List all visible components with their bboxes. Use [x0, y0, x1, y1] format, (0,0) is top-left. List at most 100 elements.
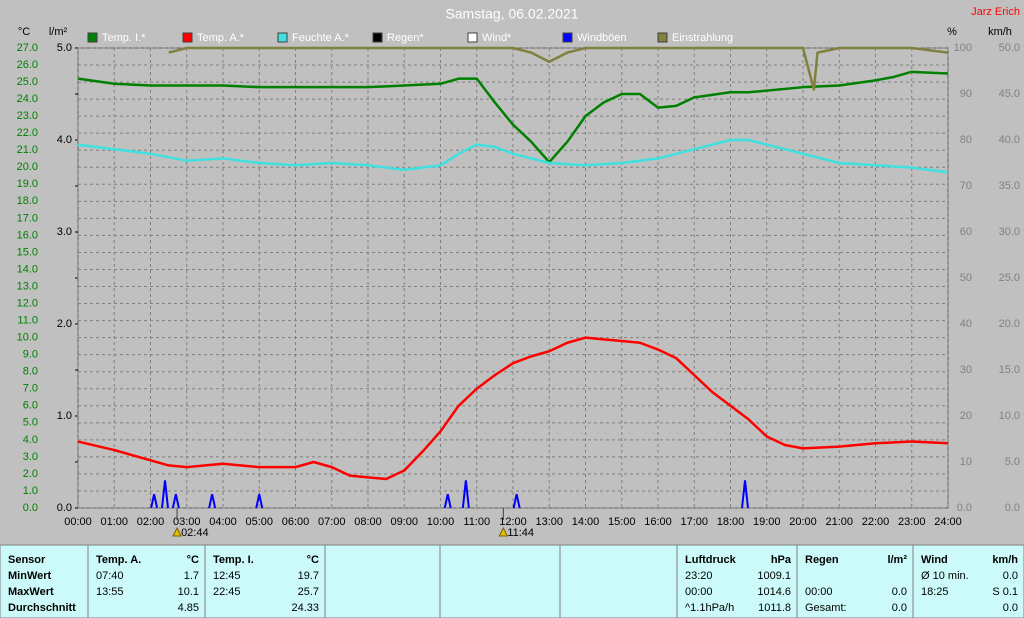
table-cell: MaxWert [8, 586, 54, 598]
gust-spike [741, 480, 749, 509]
x-tick-label: 18:00 [717, 516, 745, 528]
table-cell: 1.7 [184, 570, 199, 582]
y-tick-label: 13.0 [17, 280, 38, 292]
axis-unit: % [947, 26, 957, 38]
table-cell: 10.1 [178, 586, 199, 598]
table-cell: 0.0 [1003, 602, 1018, 614]
x-tick-label: 21:00 [825, 516, 853, 528]
y-tick-label: 11.0 [17, 314, 38, 326]
table-cell: Wind [921, 554, 948, 566]
x-tick-label: 24:00 [934, 516, 962, 528]
gust-spike [150, 493, 159, 509]
y-tick-label: 3.0 [57, 226, 72, 238]
x-tick-label: 00:00 [64, 516, 92, 528]
y-tick-label: 10.0 [17, 332, 38, 344]
legend-swatch [182, 32, 193, 43]
y-tick-label: 24.0 [17, 93, 38, 105]
x-tick-label: 15:00 [608, 516, 636, 528]
gust-spike [171, 493, 180, 509]
y-tick-label: 60 [960, 226, 972, 238]
table-cell: 24.33 [291, 602, 319, 614]
table-cell: S 0.1 [992, 586, 1018, 598]
table-cell: ^1.1hPa/h [685, 602, 734, 614]
x-tick-label: 10:00 [427, 516, 455, 528]
y-tick-label: 0.0 [57, 502, 72, 514]
y-tick-label: 6.0 [23, 400, 38, 412]
table-cell: Regen [805, 554, 839, 566]
x-tick-label: 19:00 [753, 516, 781, 528]
annotation: 11:44 [507, 527, 534, 539]
y-tick-label: 5.0 [1005, 456, 1020, 468]
table-cell: hPa [771, 554, 792, 566]
table-cell: °C [187, 554, 199, 566]
x-tick-label: 16:00 [644, 516, 672, 528]
legend-label: Windböen [577, 32, 627, 44]
x-tick-label: 07:00 [318, 516, 346, 528]
y-tick-label: 15.0 [17, 246, 38, 258]
y-tick-label: 26.0 [17, 59, 38, 71]
legend-label: Feuchte A.* [292, 32, 350, 44]
annotation-icon [172, 526, 182, 537]
y-tick-label: 40 [960, 318, 972, 330]
x-tick-label: 01:00 [100, 516, 128, 528]
legend-swatch [562, 32, 573, 43]
legend-swatch [87, 32, 98, 43]
y-tick-label: 1.0 [23, 485, 38, 497]
stats-table [0, 544, 1024, 618]
y-tick-label: 22.0 [17, 127, 38, 139]
x-tick-label: 13:00 [535, 516, 563, 528]
legend-swatch [657, 32, 668, 43]
x-tick-label: 23:00 [898, 516, 926, 528]
annotation-icon [498, 526, 509, 537]
y-tick-label: 5.0 [23, 417, 38, 429]
y-tick-label: 70 [960, 180, 972, 192]
table-cell: Luftdruck [685, 554, 737, 566]
table-cell: 25.7 [298, 586, 319, 598]
x-tick-label: 14:00 [572, 516, 600, 528]
table-cell: 18:25 [921, 586, 949, 598]
y-tick-label: 23.0 [17, 110, 38, 122]
x-tick-label: 03:00 [173, 516, 201, 528]
table-cell: Temp. A. [96, 554, 141, 566]
series-line [77, 138, 949, 174]
legend-label: Einstrahlung [672, 32, 733, 44]
chart-title: Samstag, 06.02.2021 [445, 6, 578, 22]
table-cell: Durchschnitt [8, 602, 76, 614]
table-cell: km/h [992, 554, 1018, 566]
gust-spike [161, 480, 169, 509]
table-cell: 12:45 [213, 570, 241, 582]
y-tick-label: 16.0 [17, 229, 38, 241]
y-tick-label: 45.0 [999, 88, 1020, 100]
series-line [168, 46, 949, 91]
x-tick-label: 08:00 [354, 516, 382, 528]
x-tick-label: 11:00 [463, 516, 490, 528]
y-tick-label: 3.0 [23, 451, 38, 463]
series-line [77, 70, 949, 164]
table-cell: 22:45 [213, 586, 241, 598]
y-tick-label: 5.0 [57, 42, 72, 54]
table-cell: 13:55 [96, 586, 124, 598]
legend-swatch [467, 32, 478, 43]
table-cell: MinWert [8, 570, 52, 582]
y-tick-label: 50 [960, 272, 972, 284]
series-line [77, 336, 949, 481]
table-cell: Gesamt: [805, 602, 847, 614]
table-cell: Ø 10 min. [921, 570, 969, 582]
y-tick-label: 14.0 [17, 263, 38, 275]
y-tick-label: 20.0 [999, 318, 1020, 330]
y-tick-label: 7.0 [23, 383, 38, 395]
gust-spike [208, 493, 217, 509]
y-tick-label: 19.0 [17, 178, 38, 190]
x-tick-label: 17:00 [680, 516, 708, 528]
gust-spike [512, 493, 521, 509]
x-tick-label: 04:00 [209, 516, 237, 528]
x-tick-label: 20:00 [789, 516, 817, 528]
table-cell: 0.0 [892, 602, 907, 614]
x-tick-label: 05:00 [245, 516, 273, 528]
legend-label: Regen* [387, 32, 424, 44]
y-tick-label: 40.0 [999, 134, 1020, 146]
x-tick-label: 12:00 [499, 516, 527, 528]
table-cell: 1014.6 [757, 586, 791, 598]
axis-unit: l/m² [49, 26, 68, 38]
